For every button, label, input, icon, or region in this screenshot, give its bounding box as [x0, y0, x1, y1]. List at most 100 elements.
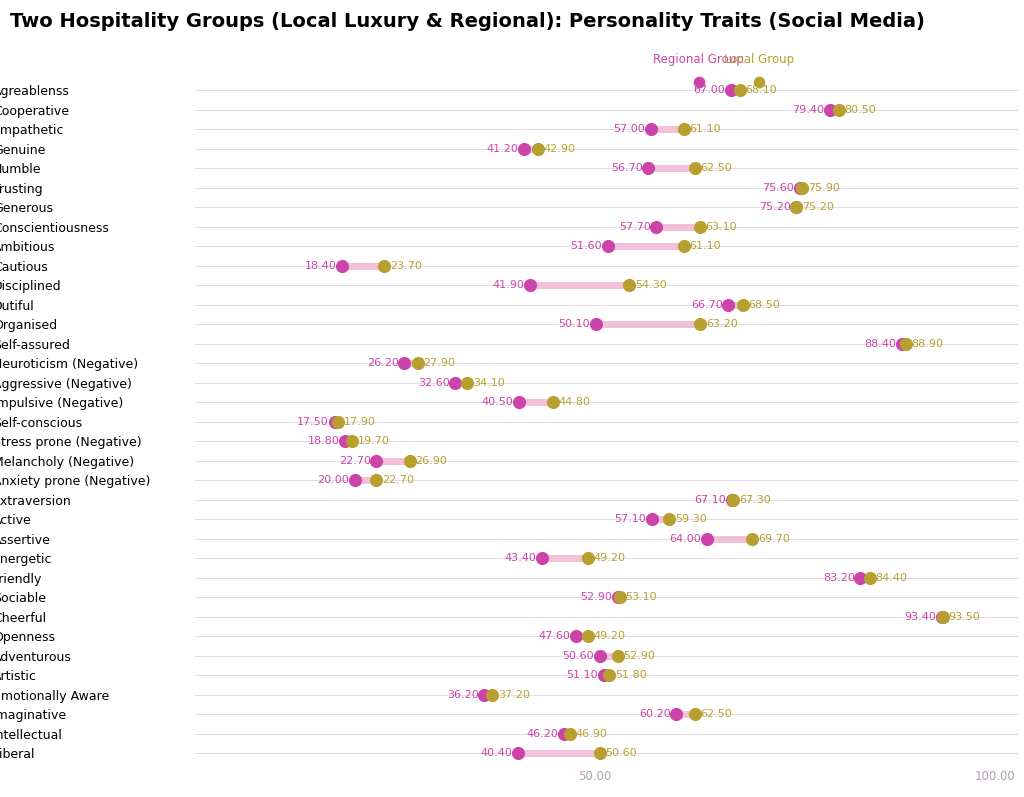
Point	[640, 162, 656, 175]
Text: 84.40: 84.40	[876, 573, 907, 583]
Text: 20.00: 20.00	[317, 476, 349, 485]
Point	[609, 591, 626, 604]
Point	[734, 299, 751, 312]
Text: 46.20: 46.20	[526, 729, 559, 739]
Point	[581, 630, 597, 643]
Text: 79.40: 79.40	[793, 105, 824, 115]
Point	[327, 415, 343, 428]
Text: 56.70: 56.70	[611, 163, 643, 174]
Text: 49.20: 49.20	[594, 631, 626, 642]
Text: 57.00: 57.00	[613, 124, 645, 135]
Point	[484, 689, 501, 701]
Text: 67.00: 67.00	[693, 85, 725, 96]
Text: 63.10: 63.10	[706, 222, 737, 232]
Point	[642, 123, 658, 135]
Point	[529, 143, 546, 155]
Point	[935, 611, 951, 623]
Point	[567, 630, 584, 643]
Text: 83.20: 83.20	[823, 573, 855, 583]
Text: 17.90: 17.90	[343, 417, 375, 427]
Text: 27.90: 27.90	[424, 359, 456, 368]
Point	[545, 396, 561, 409]
Text: 51.80: 51.80	[614, 670, 646, 681]
Text: 51.10: 51.10	[566, 670, 598, 681]
Text: Regional Group: Regional Group	[653, 53, 744, 66]
Point	[686, 162, 702, 175]
Point	[830, 104, 847, 116]
Point	[344, 435, 360, 448]
Text: 43.40: 43.40	[505, 553, 537, 563]
Point	[723, 84, 739, 97]
Point	[862, 571, 879, 584]
Point	[822, 104, 839, 116]
Point	[898, 338, 914, 351]
Text: 19.70: 19.70	[357, 437, 390, 446]
Point	[690, 75, 707, 88]
Text: 49.20: 49.20	[594, 553, 626, 563]
Text: 23.70: 23.70	[390, 261, 422, 271]
Text: 44.80: 44.80	[559, 398, 591, 407]
Text: 37.20: 37.20	[498, 690, 529, 700]
Point	[686, 708, 702, 720]
Point	[744, 532, 761, 545]
Point	[660, 513, 677, 526]
Text: 69.70: 69.70	[758, 534, 790, 544]
Text: 47.60: 47.60	[538, 631, 570, 642]
Point	[595, 669, 611, 681]
Text: 41.20: 41.20	[486, 144, 519, 154]
Point	[609, 650, 626, 662]
Point	[588, 318, 604, 331]
Point	[934, 611, 950, 623]
Point	[368, 454, 384, 467]
Point	[476, 689, 493, 701]
Point	[648, 221, 665, 234]
Point	[337, 435, 353, 448]
Point	[521, 279, 538, 292]
Text: 34.10: 34.10	[473, 378, 505, 388]
Point	[401, 454, 418, 467]
Text: 17.50: 17.50	[297, 417, 329, 427]
Point	[676, 123, 692, 135]
Point	[511, 396, 527, 409]
Point	[562, 728, 579, 740]
Text: 50.10: 50.10	[558, 320, 590, 329]
Point	[591, 650, 607, 662]
Point	[731, 84, 748, 97]
Text: Two Hospitality Groups (Local Luxury & Regional): Personality Traits (Social Med: Two Hospitality Groups (Local Luxury & R…	[10, 12, 925, 31]
Text: 18.40: 18.40	[304, 261, 336, 271]
Text: 62.50: 62.50	[700, 709, 732, 720]
Point	[720, 299, 736, 312]
Point	[447, 376, 464, 389]
Text: 26.90: 26.90	[416, 456, 447, 466]
Text: 22.70: 22.70	[382, 476, 414, 485]
Text: 40.50: 40.50	[481, 398, 513, 407]
Point	[852, 571, 868, 584]
Text: 67.10: 67.10	[694, 495, 726, 505]
Text: 40.40: 40.40	[480, 748, 512, 759]
Text: 75.20: 75.20	[802, 202, 834, 213]
Text: 46.90: 46.90	[575, 729, 607, 739]
Point	[510, 747, 526, 760]
Text: 51.60: 51.60	[570, 241, 602, 251]
Point	[581, 552, 597, 565]
Point	[723, 493, 739, 506]
Text: 59.30: 59.30	[675, 514, 707, 524]
Point	[621, 279, 637, 292]
Text: 67.30: 67.30	[738, 495, 770, 505]
Point	[611, 591, 628, 604]
Point	[725, 493, 741, 506]
Point	[792, 182, 808, 194]
Text: 50.60: 50.60	[562, 651, 594, 661]
Text: 61.10: 61.10	[689, 124, 721, 135]
Point	[516, 143, 532, 155]
Text: 68.10: 68.10	[745, 85, 777, 96]
Point	[591, 747, 607, 760]
Text: Local Group: Local Group	[724, 53, 794, 66]
Text: 26.20: 26.20	[367, 359, 398, 368]
Text: 62.50: 62.50	[700, 163, 732, 174]
Point	[368, 474, 384, 487]
Text: 75.60: 75.60	[762, 183, 794, 193]
Text: 53.10: 53.10	[625, 592, 656, 603]
Point	[376, 260, 392, 273]
Point	[794, 182, 810, 194]
